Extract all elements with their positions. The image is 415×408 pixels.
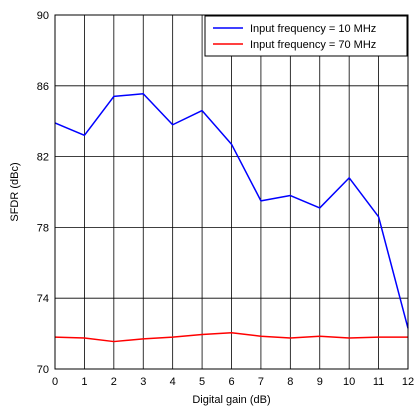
x-tick-label: 8 xyxy=(287,376,293,388)
x-tick-label: 10 xyxy=(343,376,355,388)
series-group xyxy=(54,93,409,343)
legend-label-1: Input frequency = 10 MHz xyxy=(250,23,376,35)
y-tick-label: 74 xyxy=(37,293,49,305)
series-line-2 xyxy=(54,331,408,343)
legend: Input frequency = 10 MHz Input frequency … xyxy=(204,15,408,57)
y-tick-label: 90 xyxy=(37,10,49,22)
x-tick-label: 12 xyxy=(402,376,414,388)
x-tick-label: 0 xyxy=(52,376,58,388)
legend-label-2: Input frequency = 70 MHz xyxy=(250,39,376,51)
y-tick-labels: 70 74 78 82 86 90 xyxy=(37,10,49,376)
y-axis-label: SFDR (dBc) xyxy=(9,162,21,221)
y-tick-label: 86 xyxy=(37,81,49,93)
y-tick-label: 70 xyxy=(37,364,49,376)
x-tick-labels: 0 1 2 3 4 5 6 7 8 9 10 11 12 xyxy=(52,376,414,388)
x-tick-label: 6 xyxy=(228,376,234,388)
x-tick-label: 2 xyxy=(111,376,117,388)
series-line-1 xyxy=(54,93,409,329)
y-tick-label: 78 xyxy=(37,222,49,234)
plot-frame xyxy=(54,14,409,370)
x-tick-label: 7 xyxy=(258,376,264,388)
y-tick-label: 82 xyxy=(37,152,49,164)
grid xyxy=(54,14,409,370)
x-tick-label: 4 xyxy=(170,376,176,388)
x-tick-label: 11 xyxy=(373,376,384,388)
x-tick-label: 3 xyxy=(140,376,146,388)
legend-box xyxy=(204,15,408,57)
x-axis-label: Digital gain (dB) xyxy=(192,394,270,406)
x-tick-label: 9 xyxy=(317,376,323,388)
x-tick-label: 5 xyxy=(199,376,205,388)
x-tick-label: 1 xyxy=(81,376,87,388)
